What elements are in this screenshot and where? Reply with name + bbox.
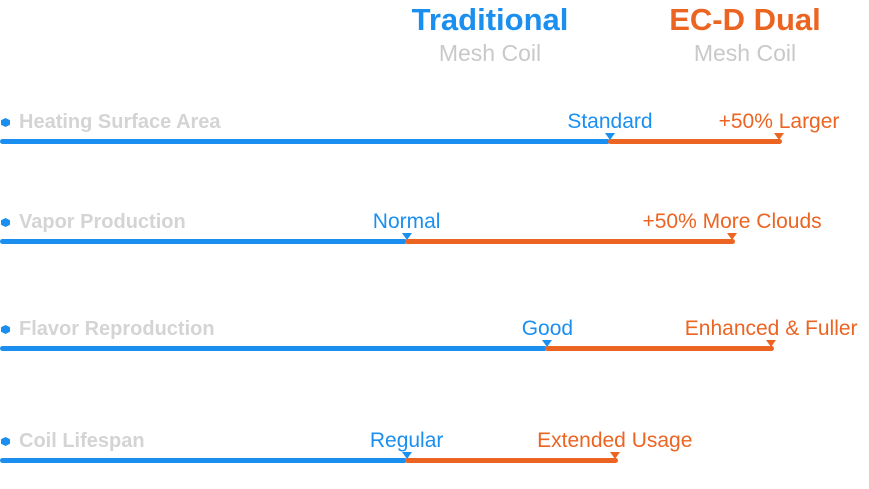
traditional-value-label: Regular [369,429,444,452]
ecd-bar [404,458,618,463]
hexagon-bullet-icon [1,118,10,127]
ecd-header: EC-D Dual Mesh Coil [640,2,850,68]
traditional-header: Traditional Mesh Coil [390,2,590,68]
ecd-value-label: Extended Usage [537,429,693,452]
ecd-value-label: +50% Larger [718,110,840,133]
traditional-value-label: Good [521,317,574,340]
ecd-marker-icon [727,233,738,240]
metric-row: Vapor Production Normal +50% More Clouds [0,210,869,270]
ecd-marker-icon [774,133,784,140]
traditional-marker-icon [604,133,615,140]
traditional-bar [0,139,610,144]
ecd-marker-icon [766,340,777,347]
metric-row: Heating Surface Area Standard +50% Larger [0,110,869,170]
hexagon-bullet-icon [1,218,10,227]
metric-label: Coil Lifespan [19,430,145,452]
ecd-bar [404,239,736,244]
traditional-subtitle: Mesh Coil [438,40,542,66]
ecd-bar [545,346,775,351]
metric-label: Heating Surface Area [19,111,221,133]
traditional-title: Traditional [411,2,569,37]
ecd-bar [607,139,782,144]
hexagon-bullet-icon [1,325,10,334]
traditional-bar [0,239,407,244]
ecd-marker-icon [609,452,620,459]
traditional-bar [0,458,407,463]
traditional-value-label: Standard [567,110,653,133]
traditional-bar [0,346,548,351]
ecd-title: EC-D Dual [669,2,821,37]
traditional-marker-icon [401,233,412,240]
ecd-value-label: Enhanced & Fuller [684,317,858,340]
traditional-value-label: Normal [372,210,441,233]
traditional-marker-icon [401,452,412,459]
hexagon-bullet-icon [1,437,10,446]
traditional-marker-icon [542,340,553,347]
ecd-subtitle: Mesh Coil [693,40,797,66]
ecd-value-label: +50% More Clouds [642,210,822,233]
metric-row: Coil Lifespan Regular Extended Usage [0,429,869,489]
metric-label: Vapor Production [19,211,186,233]
metric-label: Flavor Reproduction [19,318,215,340]
metric-row: Flavor Reproduction Good Enhanced & Fuller [0,317,869,377]
